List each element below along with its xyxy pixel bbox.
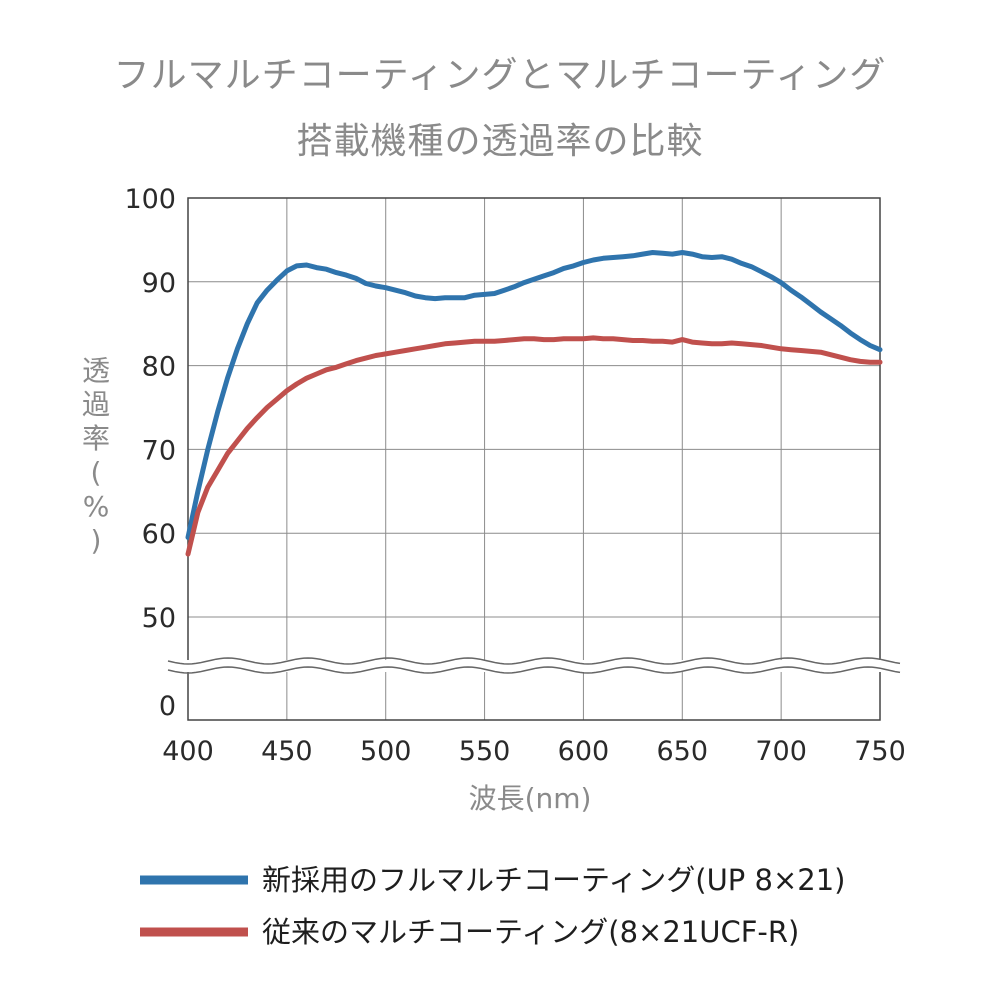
series-line-1	[185, 250, 883, 540]
y-tick-label: 70	[142, 435, 176, 466]
y-tick-label: 0	[159, 691, 176, 722]
x-axis-label: 波長(nm)	[469, 782, 592, 815]
legend-label-2: 従来のマルチコーティング(8×21UCF-R)	[262, 915, 799, 949]
axis-break-line	[167, 657, 901, 665]
y-axis-label: 透過率(%)	[82, 354, 110, 557]
x-tick-label: 400	[162, 736, 214, 767]
x-tick-labels: 400 450 500 550 600 650 700 750	[162, 736, 906, 767]
x-tick-label: 750	[854, 736, 906, 767]
x-tick-label: 650	[657, 736, 709, 767]
x-tick-label: 600	[558, 736, 610, 767]
y-tick-label: 50	[142, 603, 176, 634]
grid	[188, 198, 880, 720]
chart-title: フルマルチコーティングとマルチコーティング	[113, 55, 887, 96]
y-tick-label: 60	[142, 519, 176, 550]
axis-break	[166, 657, 902, 674]
x-tick-label: 700	[755, 736, 807, 767]
y-tick-labels: 100 90 80 70 60 50 0	[124, 184, 176, 722]
y-tick-label: 90	[142, 268, 176, 299]
legend-label-1: 新採用のフルマルチコーティング(UP 8×21)	[262, 863, 845, 897]
legend: 新採用のフルマルチコーティング(UP 8×21) 従来のマルチコーティング(8×2…	[140, 863, 845, 949]
y-tick-label: 80	[142, 352, 176, 383]
plot-border	[187, 197, 881, 721]
x-tick-label: 500	[360, 736, 412, 767]
series-lines	[185, 250, 883, 557]
x-tick-label: 450	[261, 736, 313, 767]
series-line-2	[185, 335, 883, 557]
axis-break-line	[167, 666, 901, 674]
axis-break-gap	[166, 660, 902, 672]
chart-subtitle: 搭載機種の透過率の比較	[296, 121, 704, 162]
x-tick-label: 550	[459, 736, 511, 767]
y-tick-label: 100	[124, 184, 176, 215]
